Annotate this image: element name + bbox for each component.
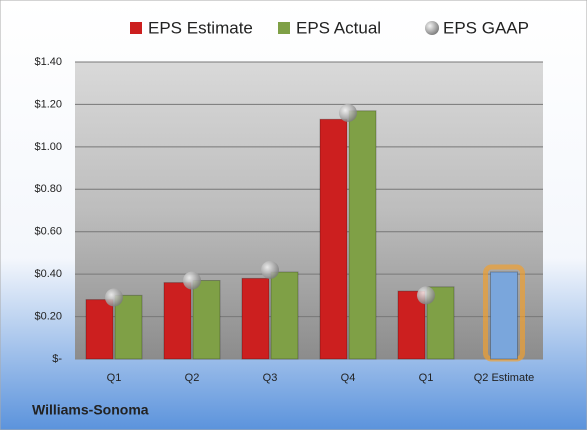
gaap-marker	[183, 271, 201, 290]
bar	[241, 277, 270, 360]
bar	[114, 294, 143, 360]
bar	[319, 118, 348, 360]
legend-label: EPS Estimate	[148, 18, 253, 37]
x-tick-label: Q2 Estimate	[474, 372, 535, 384]
x-tick-label: Q3	[263, 372, 278, 384]
bar	[490, 271, 518, 360]
bar	[348, 110, 377, 360]
plot-area	[75, 62, 543, 359]
y-tick-label: $0.40	[34, 268, 62, 280]
x-tick-label: Q2	[185, 372, 200, 384]
y-tick-label: $-	[52, 353, 62, 365]
legend-marker	[425, 21, 439, 35]
gaap-marker	[105, 288, 123, 307]
x-tick-label: Q4	[341, 372, 356, 384]
y-tick-label: $0.80	[34, 183, 62, 195]
legend-label: EPS GAAP	[443, 18, 529, 37]
x-tick-label: Q1	[419, 372, 434, 384]
bar	[163, 282, 192, 360]
y-tick-label: $1.00	[34, 141, 62, 153]
bar	[192, 280, 221, 360]
y-tick-label: $0.60	[34, 226, 62, 238]
footer: Williams-Sonoma	[32, 402, 149, 418]
bar	[85, 299, 114, 360]
legend-marker	[130, 22, 142, 34]
gaap-marker	[261, 260, 279, 279]
x-tick-label: Q1	[107, 372, 122, 384]
y-tick-label: $1.20	[34, 98, 62, 110]
y-tick-label: $1.40	[34, 56, 62, 68]
bar	[270, 271, 299, 360]
gaap-marker	[417, 286, 435, 305]
legend-marker	[278, 22, 290, 34]
gaap-marker	[339, 103, 357, 122]
y-tick-label: $0.20	[34, 310, 62, 322]
legend-label: EPS Actual	[296, 18, 381, 37]
